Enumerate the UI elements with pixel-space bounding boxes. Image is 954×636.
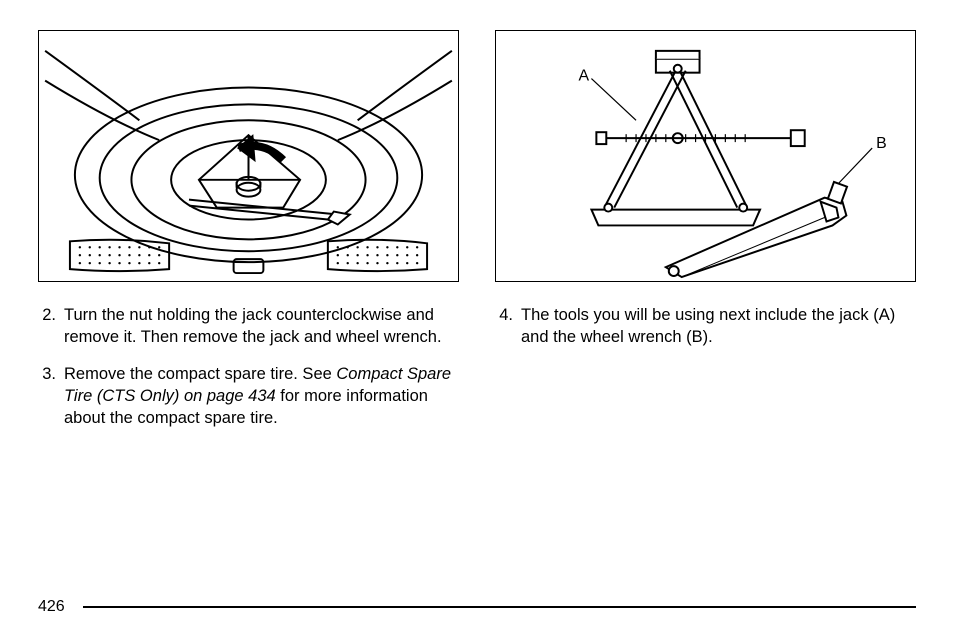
- step-2: 2. Turn the nut holding the jack counter…: [38, 304, 459, 349]
- step-text: Turn the nut holding the jack counterclo…: [64, 304, 459, 349]
- left-steps-list: 2. Turn the nut holding the jack counter…: [38, 304, 459, 443]
- step-number: 2.: [38, 304, 64, 349]
- right-column: A B 4. The tools you will be using next …: [495, 30, 916, 590]
- step-text: The tools you will be using next include…: [521, 304, 916, 349]
- figure-jack-and-wrench: A B: [495, 30, 916, 282]
- two-column-layout: 2. Turn the nut holding the jack counter…: [38, 30, 916, 590]
- label-a: A: [579, 68, 590, 85]
- figure-spare-tire-compartment: [38, 30, 459, 282]
- step-number: 4.: [495, 304, 521, 349]
- page-number: 426: [38, 598, 83, 616]
- left-column: 2. Turn the nut holding the jack counter…: [38, 30, 459, 590]
- step-text: Remove the compact spare tire. See Compa…: [64, 363, 459, 430]
- step-number: 3.: [38, 363, 64, 430]
- jack-wrench-svg: A B: [496, 31, 915, 281]
- step-text-pre: Remove the compact spare tire. See: [64, 365, 336, 383]
- page-footer: 426: [38, 590, 916, 616]
- step-4: 4. The tools you will be using next incl…: [495, 304, 916, 349]
- step-3: 3. Remove the compact spare tire. See Co…: [38, 363, 459, 430]
- right-steps-list: 4. The tools you will be using next incl…: [495, 304, 916, 363]
- label-b: B: [876, 135, 887, 152]
- footer-rule: [83, 606, 916, 607]
- manual-page: 2. Turn the nut holding the jack counter…: [0, 0, 954, 636]
- spare-tire-svg: [39, 31, 458, 281]
